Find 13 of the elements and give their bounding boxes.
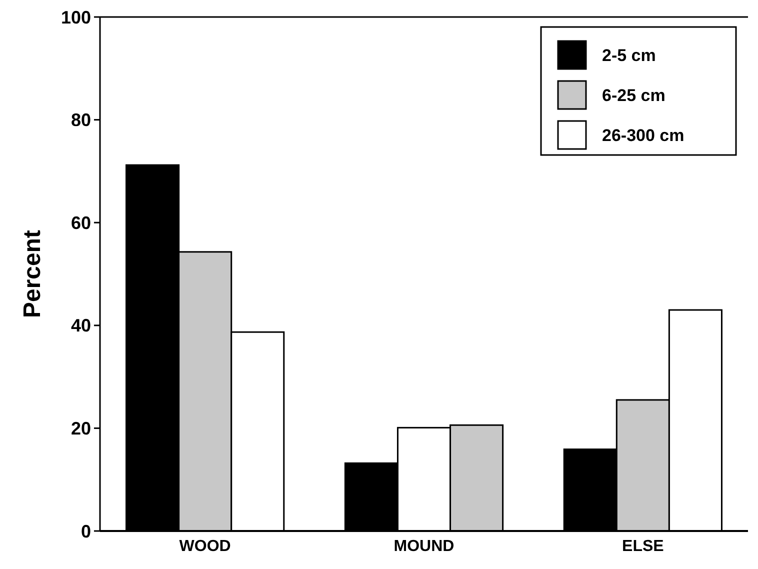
legend-label: 6-25 cm	[602, 86, 666, 105]
legend-label: 26-300 cm	[602, 126, 684, 145]
x-tick-label: MOUND	[394, 538, 454, 555]
y-axis-title: Percent	[19, 230, 46, 318]
y-tick-label: 20	[70, 418, 91, 438]
x-tick-label: ELSE	[622, 538, 664, 555]
y-tick-label: 100	[60, 7, 91, 28]
y-tick-label: 60	[70, 212, 91, 233]
y-tick-label: 80	[70, 110, 91, 130]
x-tick-label: WOOD	[179, 538, 231, 555]
y-tick-label: 40	[70, 316, 91, 336]
y-tick-label: 0	[80, 521, 91, 542]
legend-label: 2-5 cm	[602, 46, 656, 65]
